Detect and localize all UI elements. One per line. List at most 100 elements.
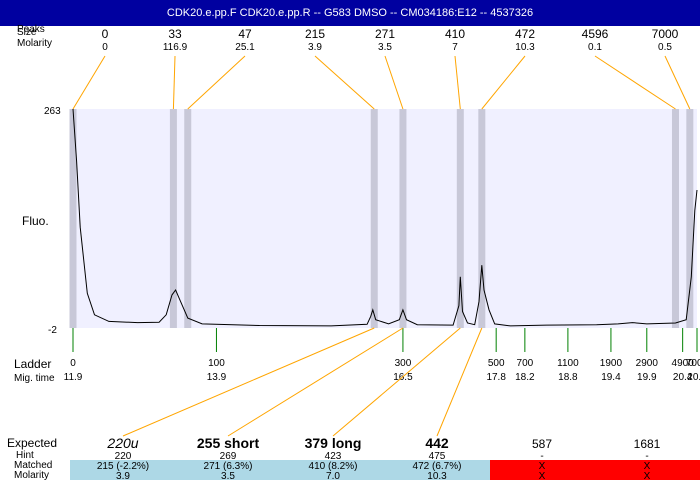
- expected-size: 379 long: [305, 435, 362, 451]
- peak-connector-line: [594, 55, 676, 110]
- molarity-value: 10.3: [427, 471, 447, 480]
- ladder-size-label: 1100: [557, 358, 579, 369]
- ladder-time-label: 16.5: [393, 372, 413, 383]
- molarity-value: 7.0: [326, 471, 340, 480]
- peak-band: [478, 109, 486, 328]
- expected-size: 442: [425, 435, 449, 451]
- peak-band: [456, 109, 464, 328]
- ladder-time-label: 19.4: [601, 372, 621, 383]
- hint-value: 220: [115, 451, 132, 462]
- y-tick-min: -2: [48, 325, 57, 336]
- plot-area: [73, 109, 697, 328]
- peak-molarity-label: 0.1: [588, 42, 602, 53]
- ladder-size-label: 0: [70, 358, 76, 369]
- expected-size: 220u: [106, 435, 138, 451]
- peak-molarity-label: 10.3: [515, 42, 535, 53]
- peak-molarity-label: 0.5: [658, 42, 672, 53]
- peak-band: [399, 109, 407, 328]
- hint-value: -: [540, 451, 543, 462]
- ladder-size-label: 1900: [600, 358, 623, 369]
- peak-size-label: 410: [445, 27, 465, 41]
- hint-row-label: Hint: [16, 450, 34, 461]
- peaks-row-label: Peaks: [17, 24, 45, 35]
- ladder-time-label: 20.4: [673, 372, 693, 383]
- ladder-time-label: 18.2: [515, 372, 535, 383]
- peak-connector-line: [664, 55, 691, 110]
- ladder-time-label: 19.9: [637, 372, 657, 383]
- peak-size-label: 0: [102, 27, 109, 41]
- ladder-time-label: 18.8: [558, 372, 578, 383]
- peak-molarity-label: 116.9: [163, 42, 188, 53]
- ladder-time-label: 11.9: [64, 372, 83, 383]
- ladder-size-label: 500: [488, 358, 505, 369]
- hint-value: 423: [325, 451, 342, 462]
- ladder-size-label: 2900: [636, 358, 659, 369]
- ladder-size-label: 300: [395, 358, 412, 369]
- peak-band: [184, 109, 192, 328]
- peak-size-label: 472: [515, 27, 535, 41]
- hint-value: -: [645, 451, 648, 462]
- peak-connector-line: [187, 55, 246, 110]
- peak-molarity-label: 25.1: [235, 42, 255, 53]
- matched-ok-background: [70, 460, 490, 480]
- ladder-time-label: 17.8: [486, 372, 506, 383]
- peak-size-label: 33: [168, 27, 182, 41]
- migtime-row-label: Mig. time: [14, 373, 55, 384]
- molarity-value: 3.5: [221, 471, 235, 480]
- matched-value: 472 (6.7%): [413, 461, 462, 472]
- peak-size-label: 215: [305, 27, 325, 41]
- expected-size: 255 short: [197, 435, 260, 451]
- peak-connector-line: [314, 55, 375, 110]
- matched-value: 271 (6.3%): [204, 461, 253, 472]
- fluorescence-trace: [72, 108, 698, 327]
- matched-value: X: [644, 461, 651, 472]
- peak-molarity-label: 0: [102, 42, 108, 53]
- peak-connector-line: [72, 55, 106, 110]
- hint-value: 269: [220, 451, 237, 462]
- peak-molarity-label: 3.5: [378, 42, 392, 53]
- expected-size: 1681: [634, 437, 661, 451]
- molarity-table-row-label: Molarity: [14, 470, 49, 480]
- match-connector-line: [227, 327, 404, 437]
- peak-connector-line: [384, 55, 404, 110]
- peak-band: [69, 109, 77, 328]
- expected-row-label: Expected: [7, 436, 57, 450]
- peak-band: [370, 109, 378, 328]
- y-axis-label: Fluo.: [22, 214, 49, 228]
- peak-size-label: 4596: [582, 27, 609, 41]
- ladder-size-label: 4900: [672, 358, 695, 369]
- matched-row-label: Matched: [14, 460, 52, 471]
- peak-molarity-label: 3.9: [308, 42, 322, 53]
- peak-band: [686, 109, 694, 328]
- peak-size-label: 47: [238, 27, 252, 41]
- peak-connector-line: [481, 55, 526, 110]
- ladder-time-label: 20.6: [687, 372, 700, 383]
- peak-size-label: 7000: [652, 27, 679, 41]
- peak-connector-line: [454, 55, 461, 110]
- matched-value: X: [539, 461, 546, 472]
- matched-value: 215 (-2.2%): [97, 461, 149, 472]
- molarity-row-label: Molarity: [17, 38, 52, 49]
- ladder-row-label: Ladder: [14, 357, 51, 371]
- ladder-size-label: 700: [517, 358, 534, 369]
- hint-value: 475: [429, 451, 446, 462]
- title-bar: CDK20.e.pp.F CDK20.e.pp.R -- G583 DMSO -…: [0, 0, 700, 26]
- size-row-label: Size: [17, 27, 37, 38]
- peak-connector-line: [172, 55, 176, 110]
- matched-missing-background: [490, 460, 700, 480]
- peak-band: [671, 109, 679, 328]
- molarity-value: X: [644, 471, 651, 480]
- molarity-value: X: [539, 471, 546, 480]
- ladder-time-label: 13.9: [207, 372, 227, 383]
- match-connector-line: [122, 327, 375, 437]
- y-tick-max: 263: [44, 106, 61, 117]
- matched-value: 410 (8.2%): [309, 461, 358, 472]
- ladder-size-label: 7000: [686, 358, 700, 369]
- molarity-value: 3.9: [116, 471, 130, 480]
- match-connector-line: [332, 327, 461, 437]
- expected-size: 587: [532, 437, 552, 451]
- match-connector-line: [436, 327, 483, 437]
- peak-band: [169, 109, 177, 328]
